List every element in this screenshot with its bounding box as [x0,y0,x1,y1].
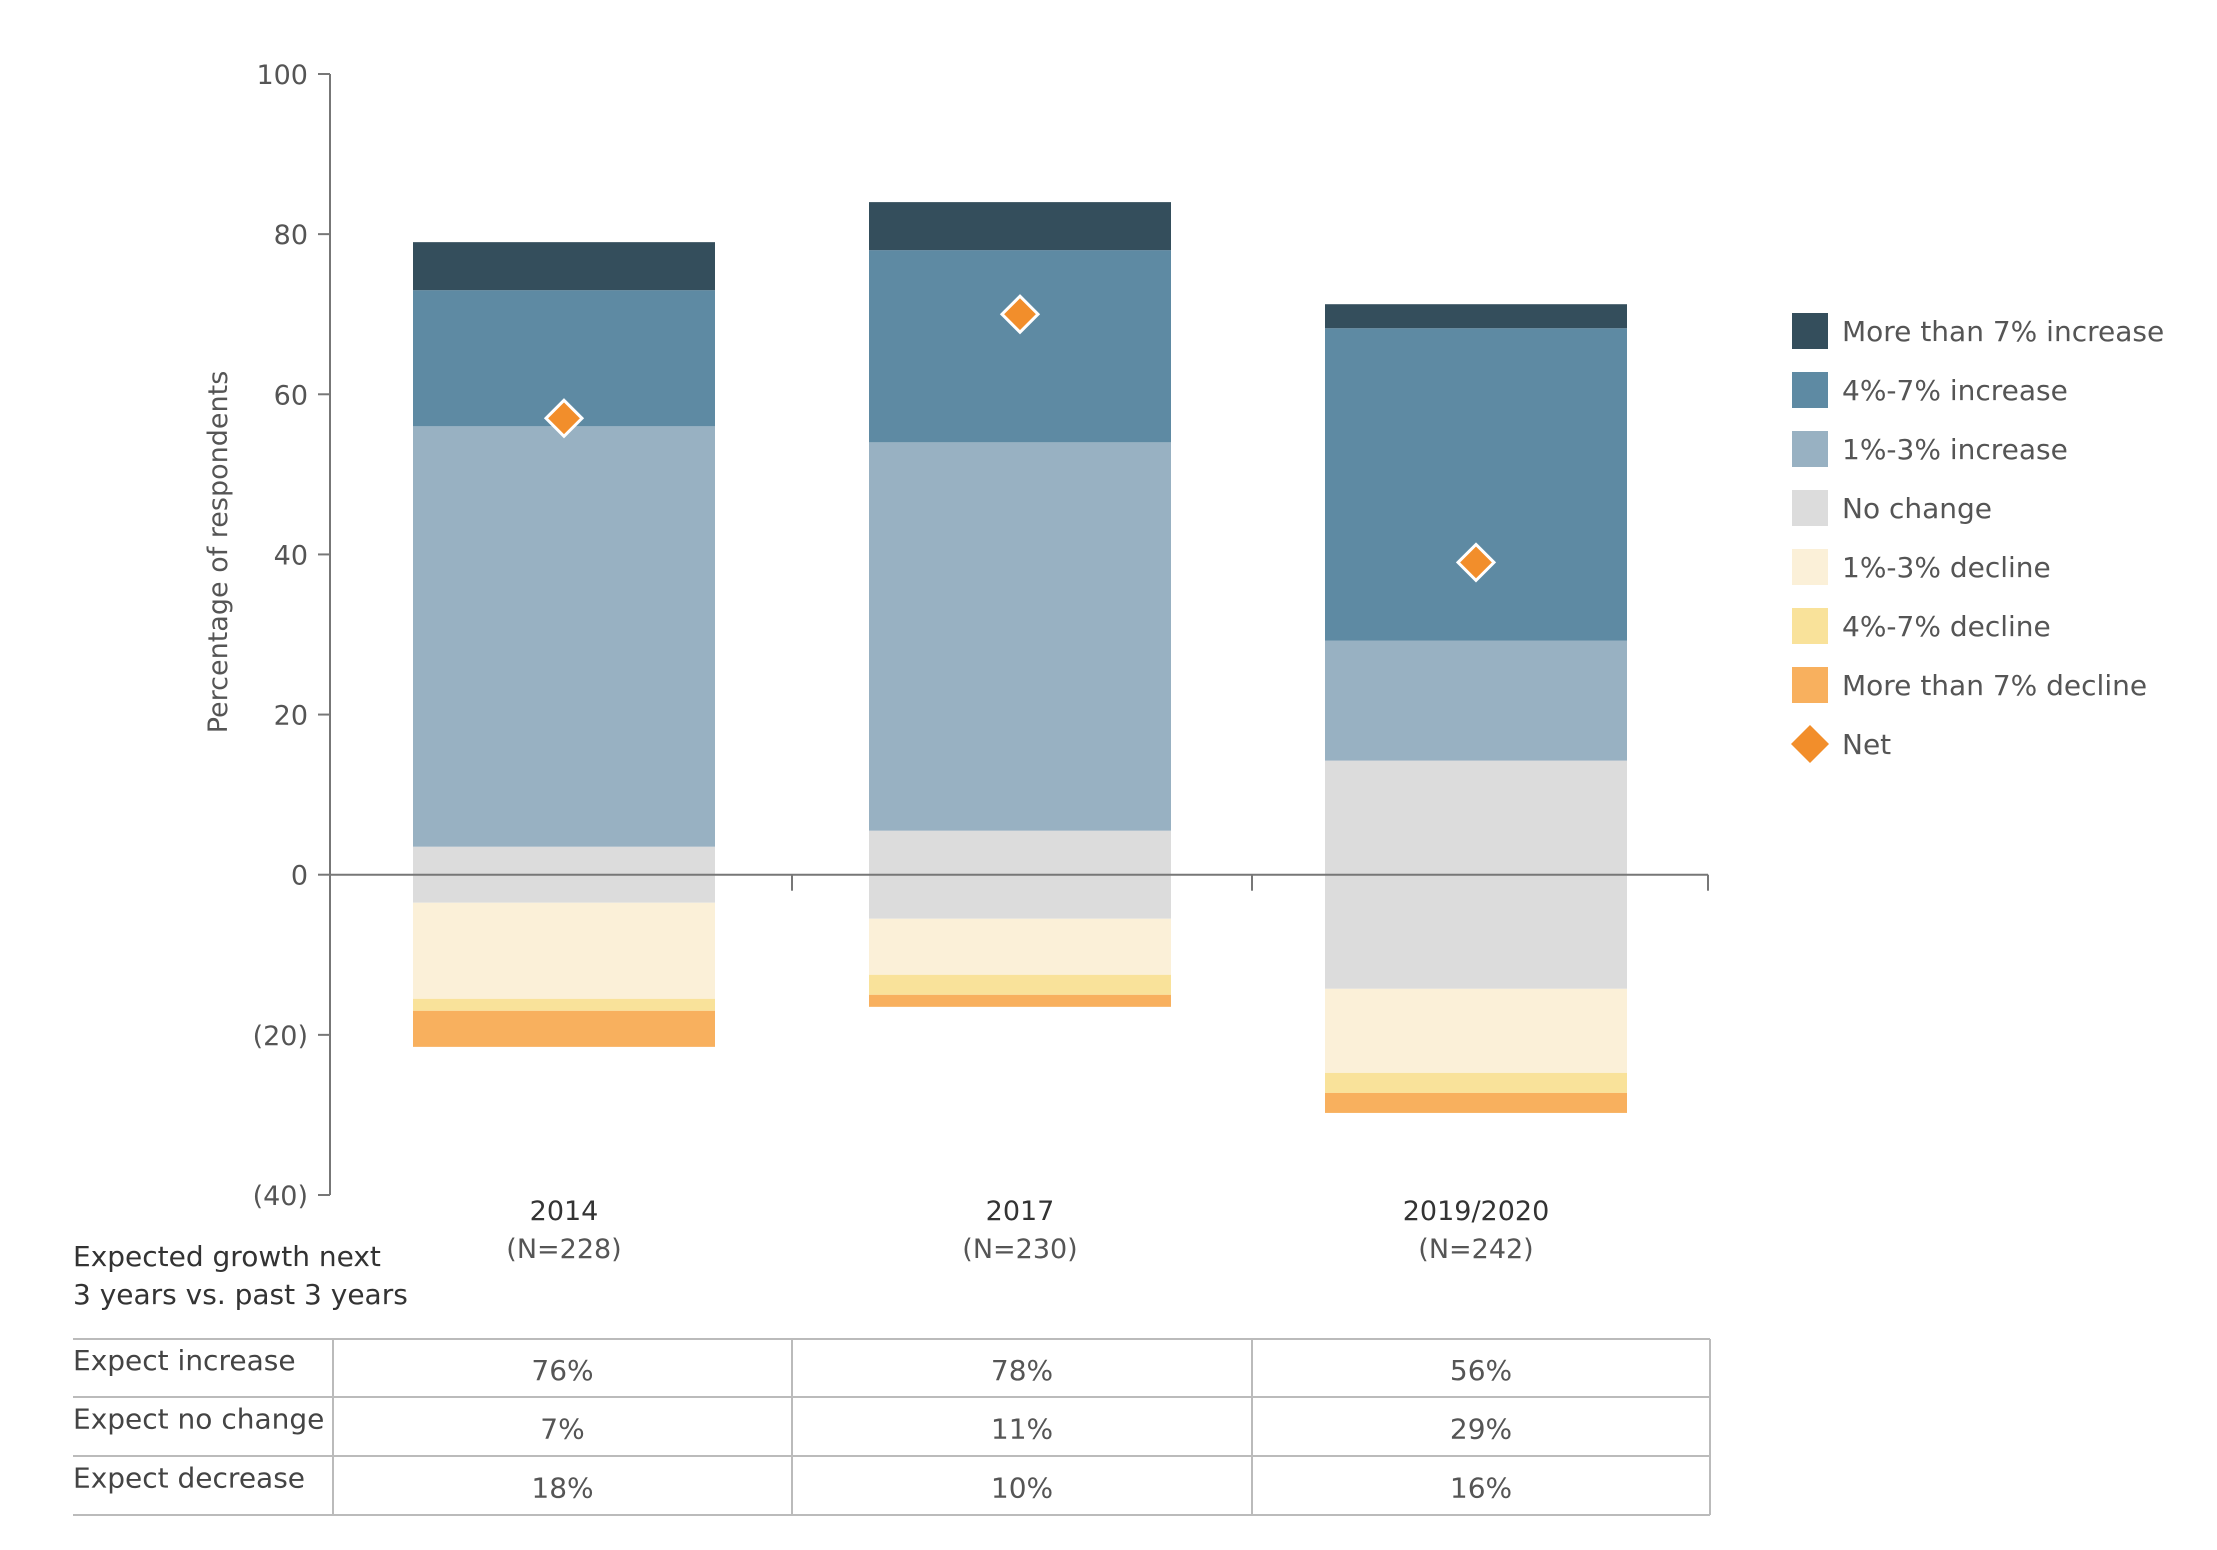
table-cell-expect-no-change-2014: 7% [540,1413,584,1446]
legend: More than 7% increase 4%-7% increase 1%-3%… [1791,313,2164,763]
table-row-label-expect-increase: Expect increase [73,1344,296,1377]
bar-segment-4pct-7pct-increase-2019-2020 [1325,328,1627,641]
legend-label-more-than-7pct-increase: More than 7% increase [1842,315,2164,348]
bar-segment-1pct-3pct-increase-2019-2020 [1325,640,1627,761]
y-tick-label: 100 [256,60,308,91]
x-sample-size-label: (N=242) [1418,1234,1533,1265]
legend-label-1pct-3pct-decline: 1%-3% decline [1842,551,2051,584]
bar-segment-4pct-7pct-increase-2017 [869,250,1171,443]
legend-swatch-more-than-7pct-decline [1792,667,1828,703]
table-cell-expect-decrease-2014: 18% [531,1472,593,1505]
bar-segment-4pct-7pct-decline-2019-2020 [1325,1072,1627,1093]
x-sample-size-label: (N=228) [506,1234,621,1265]
x-category-label: 2019/2020 [1403,1196,1550,1227]
legend-label-4pct-7pct-decline: 4%-7% decline [1842,610,2051,643]
legend-swatch-4pct-7pct-increase [1792,372,1828,408]
legend-label-1pct-3pct-increase: 1%-3% increase [1842,433,2068,466]
net-marker-2019-2020 [1455,542,1497,583]
y-tick-label: 80 [274,220,308,251]
bar-segment-1pct-3pct-decline-2017 [869,918,1171,975]
table-cell-expect-no-change-2019-2020: 29% [1450,1413,1512,1446]
y-tick-label: 20 [274,701,308,732]
bar-segment-more-than-7pct-increase-2017 [869,202,1171,251]
bar-segment-4pct-7pct-decline-2017 [869,974,1171,995]
y-tick-label: (20) [253,1021,308,1052]
legend-label-more-than-7pct-decline: More than 7% decline [1842,669,2147,702]
legend-swatch-4pct-7pct-decline [1792,608,1828,644]
legend-swatch-more-than-7pct-increase [1792,313,1828,349]
bar-segment-1pct-3pct-decline-2019-2020 [1325,988,1627,1073]
y-tick-label: 0 [291,861,308,892]
y-tick-label: (40) [253,1181,308,1212]
table-cell-expect-decrease-2017: 10% [991,1472,1053,1505]
bar-segment-1pct-3pct-increase-2014 [413,426,715,847]
bar-segment-more-than-7pct-increase-2014 [413,242,715,291]
legend-label-no-change: No change [1842,492,1992,525]
legend-swatch-1pct-3pct-increase [1792,431,1828,467]
x-sample-size-label: (N=230) [962,1234,1077,1265]
y-axis-title: Percentage of respondents [203,371,234,734]
table-heading-line-1: Expected growth next [73,1240,381,1273]
table-heading-line-2: 3 years vs. past 3 years [73,1278,408,1311]
bars-layer [413,202,1627,1113]
x-category-label: 2017 [986,1196,1055,1227]
table-row-label-expect-no-change: Expect no change [73,1403,324,1436]
net-marker-2014 [543,398,585,439]
net-marker-2017 [999,294,1041,335]
y-tick-label: 60 [274,380,308,411]
bar-segment-more-than-7pct-increase-2019-2020 [1325,304,1627,329]
table-cell-expect-increase-2019-2020: 56% [1450,1354,1512,1387]
x-category-label: 2014 [530,1196,599,1227]
table-cell-expect-increase-2017: 78% [991,1354,1053,1387]
bar-segment-more-than-7pct-decline-2019-2020 [1325,1092,1627,1113]
bar-segment-4pct-7pct-decline-2014 [413,998,715,1011]
legend-label-net: Net [1842,728,1891,761]
legend-swatch-1pct-3pct-decline [1792,549,1828,585]
bar-segment-1pct-3pct-decline-2014 [413,902,715,999]
table-cell-expect-increase-2014: 76% [531,1354,593,1387]
y-tick-label: 40 [274,540,308,571]
bar-segment-1pct-3pct-increase-2017 [869,442,1171,831]
table-cell-expect-decrease-2019-2020: 16% [1450,1472,1512,1505]
net-markers-layer [543,294,1497,583]
table-cell-expect-no-change-2017: 11% [991,1413,1053,1446]
growth-table: Expected growth next 3 years vs. past 3 … [73,1240,1711,1516]
bar-segment-more-than-7pct-decline-2017 [869,994,1171,1007]
legend-swatch-net [1791,725,1829,763]
axes-layer: 100 80 60 40 20 0 (20) (40) 2014 (N=228) 2017 (N=23… [253,60,1709,1265]
legend-label-4pct-7pct-increase: 4%-7% increase [1842,374,2068,407]
table-row-label-expect-decrease: Expect decrease [73,1462,305,1495]
legend-swatch-no-change [1792,490,1828,526]
bar-segment-more-than-7pct-decline-2014 [413,1010,715,1047]
